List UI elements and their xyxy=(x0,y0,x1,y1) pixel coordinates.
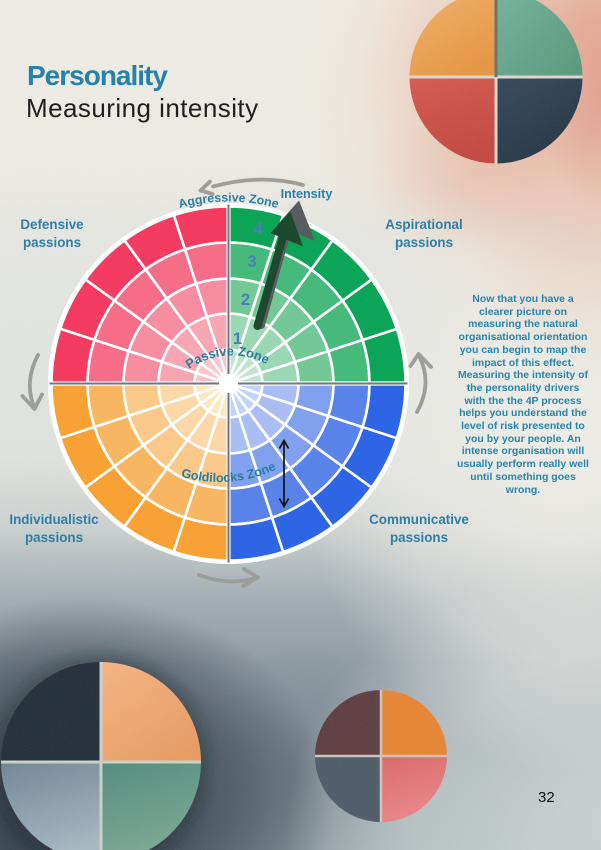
svg-text:1: 1 xyxy=(233,330,242,348)
svg-text:4: 4 xyxy=(253,220,263,238)
svg-text:Aggressive Zone: Aggressive Zone xyxy=(177,190,281,211)
svg-text:Intensity: Intensity xyxy=(281,187,333,201)
svg-text:2: 2 xyxy=(241,291,250,309)
svg-text:3: 3 xyxy=(247,253,256,271)
